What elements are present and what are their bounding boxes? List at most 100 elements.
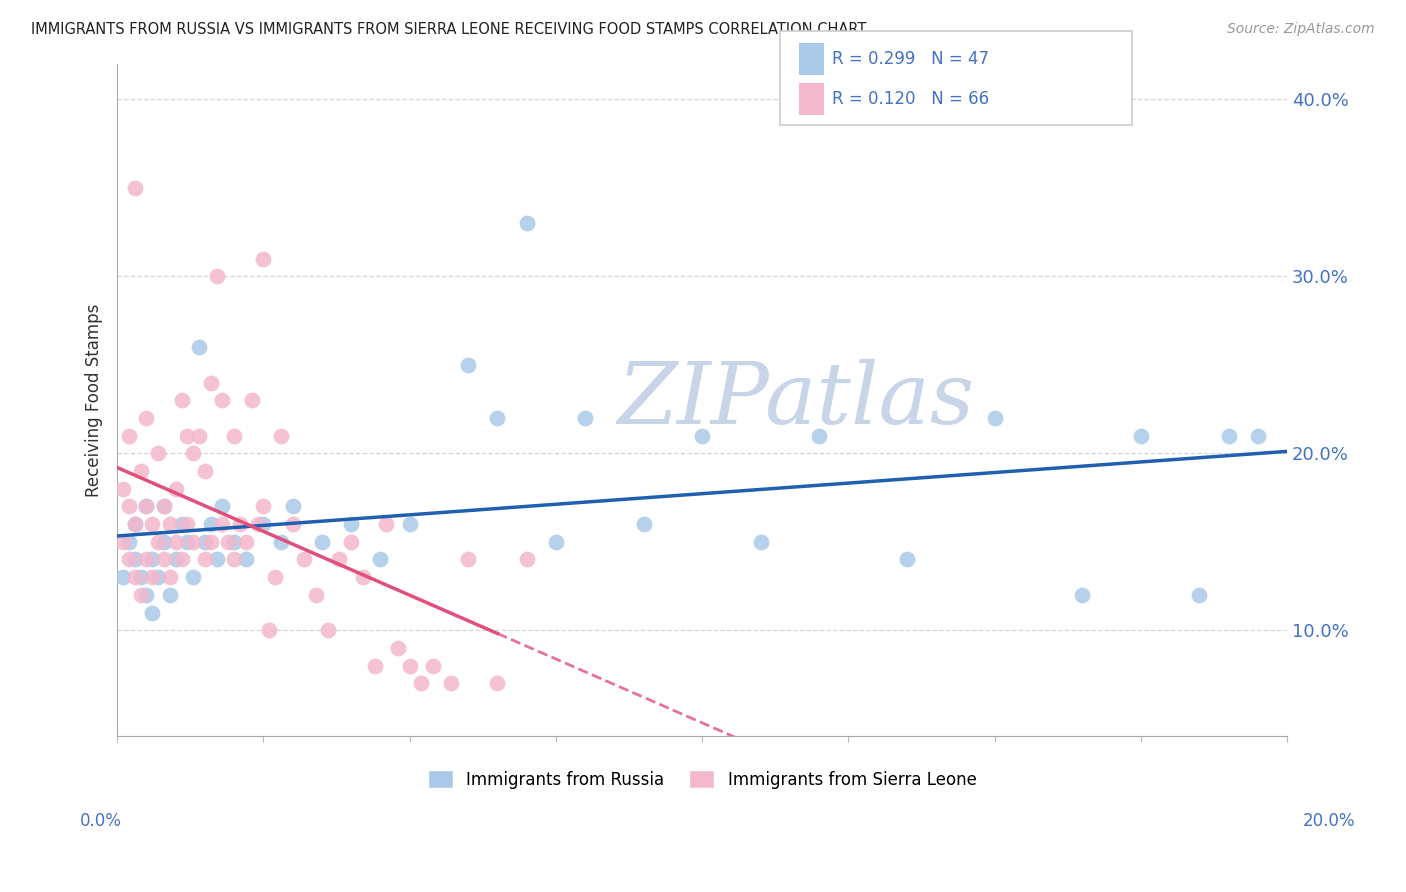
Point (181, 534, 204, 549)
Point (112, 570, 135, 584)
Point (129, 570, 152, 584)
Point (200, 534, 222, 549)
Point (194, 552, 217, 566)
Y-axis label: Receiving Food Stamps: Receiving Food Stamps (86, 303, 103, 497)
Point (422, 658, 444, 673)
Point (194, 534, 217, 549)
Point (352, 570, 374, 584)
Point (165, 552, 187, 566)
Point (387, 640, 409, 655)
Point (439, 676, 461, 690)
Point (141, 606, 163, 620)
Point (896, 552, 918, 566)
Point (340, 517, 363, 532)
Point (200, 376, 222, 390)
Point (224, 428, 246, 442)
Point (159, 517, 181, 532)
Point (124, 552, 146, 566)
Point (124, 517, 146, 532)
Point (363, 658, 385, 673)
Point (259, 624, 281, 638)
Point (246, 517, 269, 532)
Point (141, 570, 163, 584)
Point (129, 464, 152, 478)
Point (146, 570, 169, 584)
Point (205, 269, 228, 284)
Point (516, 216, 538, 230)
Point (159, 570, 181, 584)
Point (270, 534, 292, 549)
Point (328, 552, 350, 566)
Point (129, 588, 152, 602)
Point (118, 534, 141, 549)
Text: IMMIGRANTS FROM RUSSIA VS IMMIGRANTS FROM SIERRA LEONE RECEIVING FOOD STAMPS COR: IMMIGRANTS FROM RUSSIA VS IMMIGRANTS FRO… (31, 22, 866, 37)
Point (1247, 428, 1270, 442)
Point (398, 658, 420, 673)
Point (574, 411, 596, 425)
Point (411, 676, 433, 690)
Point (281, 500, 304, 514)
Point (292, 552, 315, 566)
Point (146, 534, 169, 549)
Text: Source: ZipAtlas.com: Source: ZipAtlas.com (1227, 22, 1375, 37)
Point (211, 517, 233, 532)
Point (1129, 428, 1152, 442)
Point (633, 517, 655, 532)
Point (141, 517, 163, 532)
Point (124, 181, 146, 195)
Point (188, 340, 211, 354)
Point (305, 588, 328, 602)
Point (252, 500, 274, 514)
Point (141, 552, 163, 566)
Point (112, 482, 135, 496)
Point (486, 411, 509, 425)
Point (264, 570, 287, 584)
Legend: Immigrants from Russia, Immigrants from Sierra Leone: Immigrants from Russia, Immigrants from … (422, 764, 983, 796)
Point (112, 534, 135, 549)
Point (124, 570, 146, 584)
Point (224, 534, 246, 549)
Point (211, 393, 233, 408)
Point (165, 534, 187, 549)
Point (808, 428, 831, 442)
Point (118, 500, 141, 514)
Text: 20.0%: 20.0% (1302, 812, 1355, 830)
Point (457, 358, 479, 372)
Point (135, 552, 157, 566)
Point (146, 446, 169, 460)
Point (270, 428, 292, 442)
Point (516, 552, 538, 566)
Point (176, 534, 198, 549)
Point (211, 500, 233, 514)
Point (370, 552, 392, 566)
Point (170, 517, 193, 532)
Point (170, 552, 193, 566)
Point (176, 428, 198, 442)
Point (240, 393, 263, 408)
Point (486, 676, 509, 690)
Point (118, 552, 141, 566)
Point (544, 534, 567, 549)
Point (983, 411, 1005, 425)
Point (690, 428, 713, 442)
Point (135, 500, 157, 514)
Point (252, 252, 274, 266)
Point (181, 446, 204, 460)
Point (1188, 588, 1211, 602)
Point (200, 517, 222, 532)
Point (170, 393, 193, 408)
Point (135, 588, 157, 602)
Point (118, 428, 141, 442)
Point (235, 534, 257, 549)
Point (375, 517, 398, 532)
Point (252, 517, 274, 532)
Point (229, 517, 252, 532)
Text: ZIPatlas: ZIPatlas (617, 359, 974, 442)
Point (217, 534, 239, 549)
Point (1218, 428, 1240, 442)
Text: R = 0.120   N = 66: R = 0.120 N = 66 (832, 90, 990, 108)
Point (311, 534, 333, 549)
Point (153, 534, 176, 549)
Point (749, 534, 772, 549)
Point (1071, 588, 1094, 602)
